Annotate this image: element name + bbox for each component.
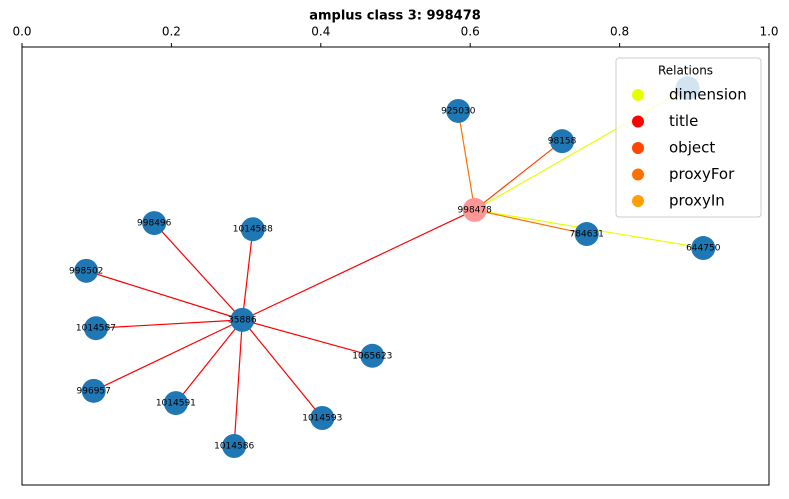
node-label: 925030 (441, 106, 476, 116)
node (230, 307, 255, 332)
node (222, 434, 247, 459)
x-tick-label: 0.8 (610, 25, 629, 39)
edge (233, 319, 243, 447)
node-label: 998496 (137, 219, 172, 229)
edge (241, 319, 323, 419)
node-label: 998502 (69, 266, 103, 276)
edge (93, 319, 243, 392)
node-label: 1014591 (156, 399, 196, 409)
edge (474, 209, 587, 235)
node (83, 316, 108, 341)
node (310, 405, 335, 430)
node (462, 197, 487, 222)
node (163, 391, 188, 416)
node (550, 129, 575, 154)
x-tick-label: 0.0 (12, 25, 31, 39)
legend-label: object (669, 139, 715, 157)
node-label: 1014593 (302, 413, 342, 423)
x-tick-label: 1.0 (759, 25, 778, 39)
node-label: 1065623 (352, 351, 392, 361)
node-label: 998478 (458, 205, 493, 215)
node (240, 217, 265, 242)
x-tick-label: 0.2 (162, 25, 181, 39)
node-label: 996957 (77, 386, 111, 396)
node (691, 236, 716, 261)
node-label: 35886 (228, 315, 257, 325)
legend-label: proxyFor (669, 165, 735, 183)
node-label: 1014588 (233, 225, 273, 235)
node-label: 644750 (686, 244, 721, 254)
edge (95, 319, 243, 329)
edge (86, 270, 243, 321)
node (360, 343, 385, 368)
legend-marker (632, 168, 644, 181)
legend-marker (632, 89, 644, 101)
edge (241, 229, 254, 320)
x-tick-label: 0.6 (461, 25, 480, 39)
node-label: 1014587 (76, 324, 116, 334)
legend-label: proxyIn (669, 192, 725, 210)
edge (474, 140, 563, 211)
node (142, 211, 167, 236)
chart-title: amplus class 3: 998478 (309, 9, 481, 24)
node (574, 222, 599, 247)
node-label: 784631 (570, 230, 604, 240)
edge (153, 222, 243, 321)
edge (242, 319, 373, 357)
legend-marker (632, 195, 644, 207)
node-label: 98158 (548, 137, 577, 147)
edge (457, 110, 476, 211)
legend-label: title (669, 112, 698, 130)
legend-marker (632, 142, 644, 154)
node (446, 98, 471, 123)
legend-label: dimension (669, 86, 747, 104)
edge (242, 209, 475, 321)
node (74, 258, 99, 283)
plot-frame (21, 46, 770, 486)
edge (175, 319, 243, 404)
node (81, 378, 106, 403)
x-tick-label: 0.4 (311, 25, 330, 39)
node-label: 1014586 (214, 442, 254, 452)
legend-marker (632, 115, 644, 128)
legend-title: Relations (658, 64, 713, 78)
legend-box (615, 57, 762, 218)
